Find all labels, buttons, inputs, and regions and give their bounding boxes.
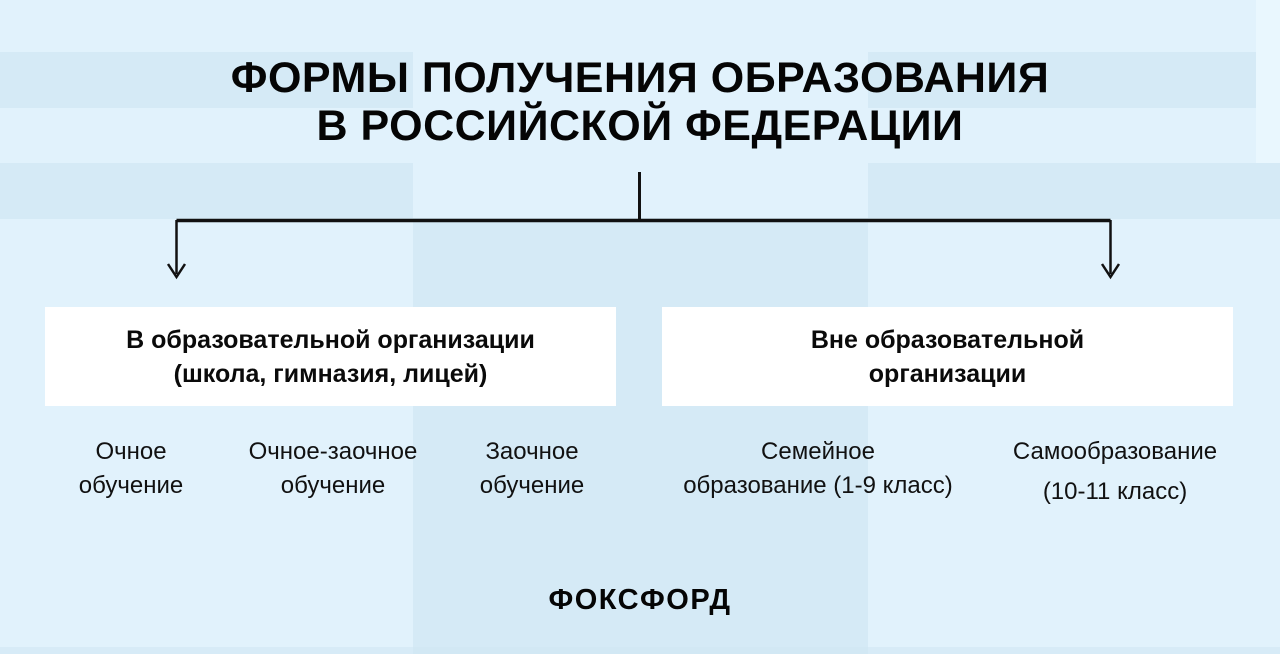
background-tile	[868, 52, 1280, 108]
title-line-2: В РОССИЙСКОЙ ФЕДЕРАЦИИ	[316, 102, 964, 150]
item-line: Очное	[95, 438, 167, 465]
item-line: (10-11 класс)	[1042, 478, 1188, 505]
education-form-ochno-zaochnoe: Очное-заочное обучение	[223, 435, 443, 503]
item-line: обучение	[280, 472, 386, 499]
page-title: ФОРМЫ ПОЛУЧЕНИЯ ОБРАЗОВАНИЯ В РОССИЙСКОЙ…	[0, 54, 1280, 150]
item-line: Семейное	[761, 438, 875, 465]
branch-box-in-organization: В образовательной организации (школа, ги…	[45, 307, 616, 406]
branch-box-outside-organization: Вне образовательной организации	[662, 307, 1233, 406]
background-tile	[1256, 0, 1280, 163]
branch-box-line: Вне образовательной	[810, 325, 1085, 354]
education-form-zaochnoe: Заочное обучение	[432, 435, 632, 503]
background-tile	[0, 647, 1280, 654]
education-form-ochnoe: Очное обучение	[41, 435, 221, 503]
title-line-1: ФОРМЫ ПОЛУЧЕНИЯ ОБРАЗОВАНИЯ	[230, 54, 1050, 102]
item-line: Самообразование	[1012, 438, 1218, 465]
item-line: образование (1-9 класс)	[683, 472, 953, 499]
foxford-logo: ФОКСФОРД	[548, 584, 732, 616]
background-tile	[868, 163, 1280, 219]
item-line: обучение	[479, 472, 585, 499]
item-line: Очное-заочное	[248, 438, 418, 465]
item-line: Заочное	[485, 438, 579, 465]
branch-box-line: (школа, гимназия, лицей)	[173, 359, 488, 388]
background-tile	[0, 52, 413, 108]
item-line: обучение	[78, 472, 184, 499]
background-tile	[0, 163, 413, 219]
branch-box-line: В образовательной организации	[126, 325, 535, 354]
education-form-samoobrazovanie: Самообразование (10-11 класс)	[960, 435, 1270, 509]
education-form-semeynoe: Семейное образование (1-9 класс)	[663, 435, 973, 503]
background-tile	[413, 218, 868, 654]
branch-box-line: организации	[868, 359, 1027, 388]
